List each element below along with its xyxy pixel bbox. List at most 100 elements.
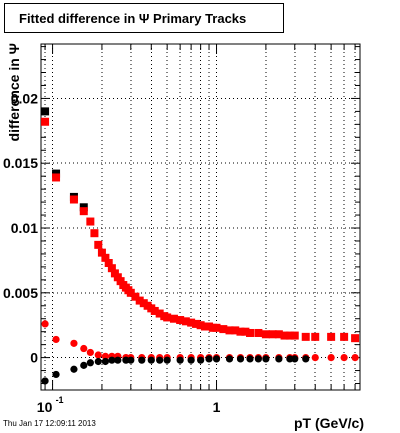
data-point bbox=[101, 253, 110, 262]
data-point bbox=[70, 339, 78, 347]
x-axis-title: pT (GeV/c) bbox=[294, 415, 364, 431]
data-point bbox=[197, 356, 205, 364]
data-point bbox=[131, 292, 140, 301]
data-point bbox=[135, 296, 144, 305]
data-point bbox=[274, 330, 283, 339]
data-point bbox=[108, 356, 116, 364]
data-point bbox=[41, 377, 49, 385]
data-point bbox=[340, 354, 348, 362]
y-tick-label: 0.01 bbox=[11, 220, 38, 236]
data-point bbox=[147, 356, 155, 364]
data-point bbox=[104, 259, 113, 268]
data-point bbox=[80, 361, 88, 369]
data-point bbox=[150, 306, 159, 315]
data-point bbox=[285, 331, 294, 340]
x-tick-label: 1 bbox=[213, 399, 221, 415]
data-point bbox=[254, 328, 263, 337]
data-point bbox=[327, 332, 336, 341]
data-point bbox=[275, 355, 283, 363]
data-point bbox=[291, 355, 299, 363]
data-point bbox=[138, 356, 146, 364]
data-point bbox=[127, 356, 135, 364]
data-point bbox=[231, 326, 240, 335]
data-point bbox=[181, 317, 190, 326]
data-point bbox=[176, 316, 185, 325]
data-point bbox=[41, 320, 49, 328]
x-tick-label-exponent: -1 bbox=[56, 395, 64, 405]
data-point bbox=[163, 313, 172, 322]
series-3 bbox=[41, 355, 310, 385]
data-point bbox=[261, 330, 270, 339]
data-point bbox=[340, 332, 349, 341]
data-point bbox=[236, 355, 245, 363]
chart-title: Fitted difference in Ψ Primary Tracks bbox=[19, 11, 247, 26]
data-point bbox=[212, 323, 221, 332]
data-point bbox=[192, 319, 201, 328]
data-point bbox=[52, 173, 61, 182]
data-point bbox=[187, 356, 195, 364]
series-1 bbox=[41, 117, 360, 343]
data-point bbox=[246, 355, 254, 363]
data-point bbox=[225, 355, 234, 363]
data-point bbox=[114, 356, 122, 364]
axis-tick-labels: 0 0.005 0.01 0.015 0.02 10 -1 1 bbox=[3, 90, 221, 415]
data-point bbox=[70, 365, 78, 373]
data-point bbox=[101, 357, 110, 366]
chart-title-box: Fitted difference in Ψ Primary Tracks bbox=[4, 3, 284, 33]
data-point bbox=[155, 309, 164, 318]
data-point bbox=[351, 354, 359, 362]
y-tick-label: 0.015 bbox=[3, 155, 38, 171]
data-point bbox=[219, 325, 228, 334]
data-point bbox=[94, 240, 103, 249]
x-tick-label: 10 bbox=[37, 399, 53, 415]
data-point bbox=[90, 229, 99, 238]
data-point bbox=[196, 321, 205, 330]
data-point bbox=[236, 327, 245, 336]
data-point bbox=[101, 352, 110, 360]
data-point bbox=[156, 356, 164, 364]
data-point bbox=[94, 357, 102, 366]
data-point bbox=[52, 370, 60, 379]
data-point bbox=[86, 359, 94, 367]
data-point bbox=[69, 195, 78, 204]
data-point bbox=[268, 330, 277, 339]
data-point bbox=[94, 351, 102, 359]
timestamp-footer: Thu Jan 17 12:09:11 2013 bbox=[3, 419, 96, 428]
data-point bbox=[86, 348, 94, 357]
data-point bbox=[80, 344, 88, 353]
data-point bbox=[302, 355, 310, 363]
data-point bbox=[169, 314, 178, 323]
data-point bbox=[86, 217, 95, 226]
data-series bbox=[41, 107, 360, 385]
data-point bbox=[301, 332, 310, 341]
data-point bbox=[97, 248, 106, 257]
y-tick-label: 0.02 bbox=[11, 90, 38, 106]
data-point bbox=[212, 355, 221, 363]
data-point bbox=[107, 264, 116, 273]
y-axis-title: difference in Ψ bbox=[6, 43, 22, 141]
data-point bbox=[205, 355, 213, 363]
data-point bbox=[79, 207, 88, 216]
data-point bbox=[187, 318, 196, 327]
data-point bbox=[245, 328, 254, 337]
data-point bbox=[200, 322, 209, 331]
data-point bbox=[241, 327, 250, 336]
axis-ticks bbox=[41, 44, 360, 390]
y-tick-label: 0.005 bbox=[3, 285, 38, 301]
data-point bbox=[176, 356, 184, 364]
data-point bbox=[126, 288, 135, 297]
data-point bbox=[311, 354, 319, 362]
data-point bbox=[163, 356, 171, 364]
data-point bbox=[262, 355, 270, 363]
data-point bbox=[41, 107, 50, 116]
data-point bbox=[52, 335, 60, 344]
data-point bbox=[41, 117, 50, 126]
data-point bbox=[225, 326, 234, 335]
data-point bbox=[254, 355, 262, 363]
data-point bbox=[280, 331, 289, 340]
data-point bbox=[351, 334, 360, 343]
data-point bbox=[311, 332, 320, 341]
data-point bbox=[290, 331, 299, 340]
data-point bbox=[327, 354, 335, 362]
